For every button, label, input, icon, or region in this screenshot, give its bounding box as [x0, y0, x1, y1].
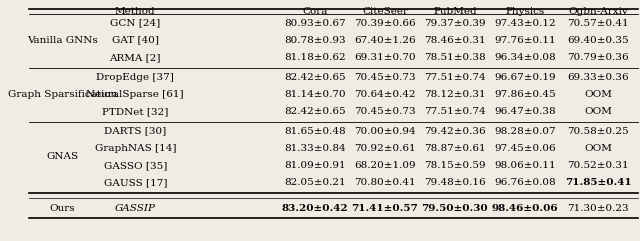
Text: 97.86±0.45: 97.86±0.45: [494, 90, 556, 99]
Text: 96.34±0.08: 96.34±0.08: [494, 53, 556, 62]
Text: 70.57±0.41: 70.57±0.41: [567, 19, 628, 27]
Text: GASSIP: GASSIP: [115, 204, 156, 213]
Text: 78.51±0.38: 78.51±0.38: [424, 53, 486, 62]
Text: 78.87±0.61: 78.87±0.61: [424, 144, 486, 153]
Text: 82.05±0.21: 82.05±0.21: [284, 178, 346, 187]
Text: Ours: Ours: [49, 204, 75, 213]
Text: 79.42±0.36: 79.42±0.36: [424, 127, 486, 136]
Text: Method: Method: [115, 7, 156, 16]
Text: 70.80±0.41: 70.80±0.41: [354, 178, 416, 187]
Text: 79.37±0.39: 79.37±0.39: [424, 19, 486, 27]
Text: 98.06±0.11: 98.06±0.11: [494, 161, 556, 170]
Text: 81.09±0.91: 81.09±0.91: [284, 161, 346, 170]
Text: 70.39±0.66: 70.39±0.66: [354, 19, 416, 27]
Text: 71.41±0.57: 71.41±0.57: [351, 204, 419, 213]
Text: ARMA [2]: ARMA [2]: [109, 53, 161, 62]
Text: 96.67±0.19: 96.67±0.19: [494, 73, 556, 82]
Text: 78.46±0.31: 78.46±0.31: [424, 36, 486, 45]
Text: 83.20±0.42: 83.20±0.42: [282, 204, 348, 213]
Text: 81.18±0.62: 81.18±0.62: [284, 53, 346, 62]
Text: 78.12±0.31: 78.12±0.31: [424, 90, 486, 99]
Text: 70.92±0.61: 70.92±0.61: [354, 144, 416, 153]
Text: 70.00±0.94: 70.00±0.94: [354, 127, 416, 136]
Text: GASSO [35]: GASSO [35]: [104, 161, 167, 170]
Text: OOM: OOM: [584, 144, 612, 153]
Text: 70.45±0.73: 70.45±0.73: [354, 73, 416, 82]
Text: Graph Sparsification: Graph Sparsification: [8, 90, 117, 99]
Text: 70.79±0.36: 70.79±0.36: [567, 53, 628, 62]
Text: 97.76±0.11: 97.76±0.11: [494, 36, 556, 45]
Text: 71.85±0.41: 71.85±0.41: [564, 178, 631, 187]
Text: Cora: Cora: [302, 7, 328, 16]
Text: 70.64±0.42: 70.64±0.42: [354, 90, 416, 99]
Text: 98.28±0.07: 98.28±0.07: [494, 127, 556, 136]
Text: GCN [24]: GCN [24]: [110, 19, 161, 27]
Text: 69.40±0.35: 69.40±0.35: [567, 36, 628, 45]
Text: OOM: OOM: [584, 90, 612, 99]
Text: DARTS [30]: DARTS [30]: [104, 127, 166, 136]
Text: 68.20±1.09: 68.20±1.09: [354, 161, 416, 170]
Text: CiteSeer: CiteSeer: [362, 7, 408, 16]
Text: 67.40±1.26: 67.40±1.26: [354, 36, 416, 45]
Text: 80.93±0.67: 80.93±0.67: [284, 19, 346, 27]
Text: GAT [40]: GAT [40]: [112, 36, 159, 45]
Text: 81.33±0.84: 81.33±0.84: [284, 144, 346, 153]
Text: 81.14±0.70: 81.14±0.70: [284, 90, 346, 99]
Text: GNAS: GNAS: [46, 152, 78, 161]
Text: 77.51±0.74: 77.51±0.74: [424, 107, 486, 116]
Text: 77.51±0.74: 77.51±0.74: [424, 73, 486, 82]
Text: 96.76±0.08: 96.76±0.08: [494, 178, 556, 187]
Text: 79.48±0.16: 79.48±0.16: [424, 178, 486, 187]
Text: 79.50±0.30: 79.50±0.30: [422, 204, 488, 213]
Text: 96.47±0.38: 96.47±0.38: [494, 107, 556, 116]
Text: PTDNet [32]: PTDNet [32]: [102, 107, 168, 116]
Text: 81.65±0.48: 81.65±0.48: [284, 127, 346, 136]
Text: 70.45±0.73: 70.45±0.73: [354, 107, 416, 116]
Text: 70.52±0.31: 70.52±0.31: [567, 161, 628, 170]
Text: Ogbn-Arxiv: Ogbn-Arxiv: [568, 7, 628, 16]
Text: 69.33±0.36: 69.33±0.36: [567, 73, 628, 82]
Text: 80.78±0.93: 80.78±0.93: [284, 36, 346, 45]
Text: PubMed: PubMed: [433, 7, 477, 16]
Text: 78.15±0.59: 78.15±0.59: [424, 161, 486, 170]
Text: 97.45±0.06: 97.45±0.06: [494, 144, 556, 153]
Text: OOM: OOM: [584, 107, 612, 116]
Text: 82.42±0.65: 82.42±0.65: [284, 73, 346, 82]
Text: Vanilla GNNs: Vanilla GNNs: [27, 36, 97, 45]
Text: 98.46±0.06: 98.46±0.06: [492, 204, 558, 213]
Text: 71.30±0.23: 71.30±0.23: [567, 204, 628, 213]
Text: 82.42±0.65: 82.42±0.65: [284, 107, 346, 116]
Text: 70.58±0.25: 70.58±0.25: [567, 127, 628, 136]
Text: 69.31±0.70: 69.31±0.70: [354, 53, 416, 62]
Text: Physics: Physics: [506, 7, 545, 16]
Text: NeuralSparse [61]: NeuralSparse [61]: [86, 90, 184, 99]
Text: DropEdge [37]: DropEdge [37]: [97, 73, 174, 82]
Text: GAUSS [17]: GAUSS [17]: [104, 178, 167, 187]
Text: GraphNAS [14]: GraphNAS [14]: [95, 144, 176, 153]
Text: 97.43±0.12: 97.43±0.12: [494, 19, 556, 27]
